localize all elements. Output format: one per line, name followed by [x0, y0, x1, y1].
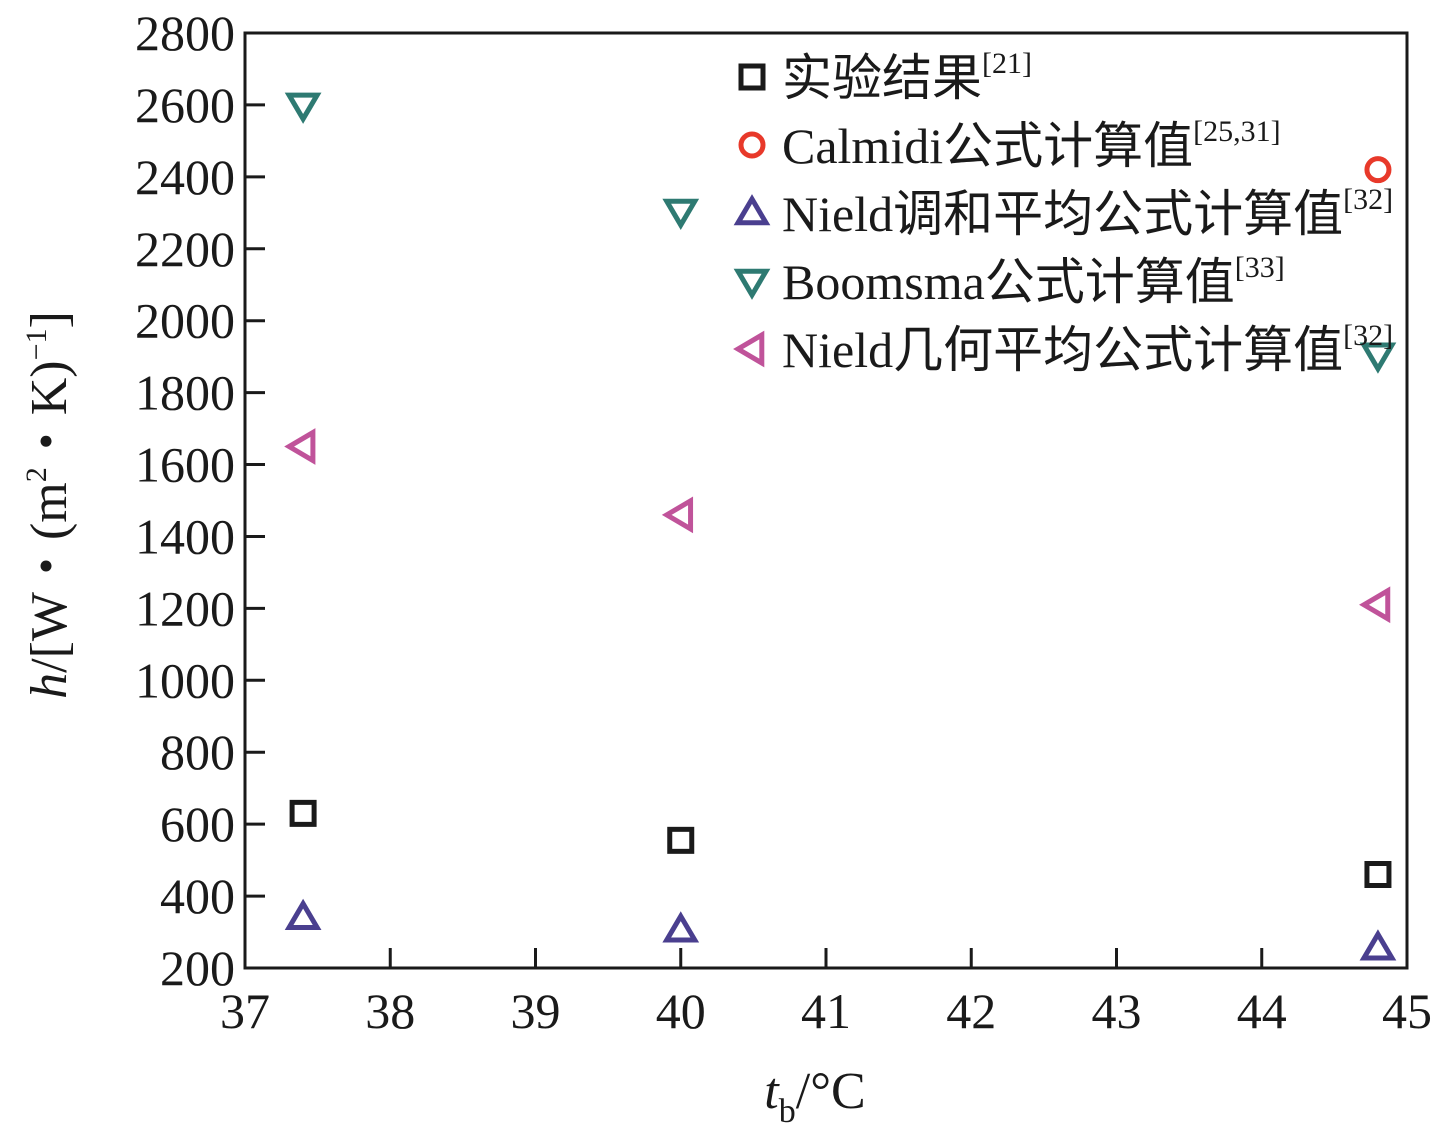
legend-label-5: Nield几何平均公式计算值[32] — [782, 319, 1393, 378]
data-point-series-2 — [1364, 156, 1392, 184]
data-point-series-4 — [662, 198, 700, 230]
x-axis-label: tb/°C — [764, 1063, 865, 1130]
data-point-series-3 — [662, 911, 700, 943]
y-tick-label: 2800 — [135, 5, 235, 61]
data-point-series-1 — [1364, 861, 1392, 888]
legend: 实验结果[21] Calmidi公式计算值[25,31] Nield调和平均公式计算… — [733, 47, 1393, 378]
data-point-series-1 — [289, 799, 317, 827]
y-tick-label: 2200 — [135, 221, 235, 277]
legend-label-3: Nield调和平均公式计算值[32] — [782, 183, 1393, 242]
legend-label-2: Calmidi公式计算值[25,31] — [782, 115, 1281, 174]
y-axis-label: h/[W・(m2・K)−1] — [20, 311, 78, 699]
y-axis-label-unit-a: /[W・(m — [21, 482, 78, 673]
x-tick-label: 43 — [1092, 983, 1142, 1039]
data-point-series-3 — [1359, 929, 1397, 961]
data-point-series-4 — [284, 92, 322, 124]
y-tick-label: 1600 — [135, 437, 235, 493]
x-tick-label: 37 — [220, 983, 270, 1039]
y-tick-label: 1000 — [135, 652, 235, 708]
y-tick-label: 200 — [160, 940, 235, 996]
y-tick-label: 1400 — [135, 508, 235, 564]
y-tick-label: 800 — [160, 724, 235, 780]
y-tick-label: 600 — [160, 796, 235, 852]
legend-marker-2 — [738, 131, 766, 159]
y-tick-label: 1200 — [135, 580, 235, 636]
x-axis-label-sub: b — [779, 1093, 796, 1130]
legend-marker-1 — [738, 63, 766, 91]
y-tick-label: 2000 — [135, 293, 235, 349]
x-axis-label-main: t — [764, 1063, 780, 1120]
y-axis-label-main: h — [21, 673, 78, 699]
y-axis-label-sup-a: 2 — [20, 467, 53, 482]
y-tick-label: 2600 — [135, 77, 235, 133]
legend-label-1: 实验结果[21] — [782, 47, 1032, 106]
data-point-series-1 — [667, 826, 695, 854]
x-tick-label: 39 — [511, 983, 561, 1039]
legend-label-4: Boomsma公式计算值[33] — [782, 251, 1285, 310]
x-tick-label: 38 — [365, 983, 415, 1039]
data-marks — [284, 92, 1397, 961]
x-tick-label: 44 — [1237, 983, 1287, 1039]
y-axis-label-sup-b: −1 — [20, 328, 53, 360]
y-tick-label: 400 — [160, 868, 235, 924]
data-point-series-3 — [284, 898, 322, 930]
y-tick-label: 2400 — [135, 149, 235, 205]
y-axis-label-unit-c: ] — [21, 311, 78, 328]
legend-marker-5 — [733, 330, 765, 368]
data-point-series-5 — [661, 496, 694, 534]
x-tick-label: 40 — [656, 983, 706, 1039]
x-tick-label: 45 — [1382, 983, 1432, 1039]
x-tick-label: 41 — [801, 983, 851, 1039]
data-point-series-4 — [1359, 342, 1397, 374]
x-tick-label: 42 — [946, 983, 996, 1039]
y-tick-label: 1800 — [135, 365, 235, 421]
data-point-series-5 — [284, 428, 316, 465]
data-point-series-5 — [1359, 586, 1391, 624]
legend-marker-4 — [733, 268, 771, 300]
y-axis-label-unit-b: ・K) — [21, 360, 78, 467]
axis-ticks: 37 38 39 40 41 42 43 44 45 200 400 600 800 1000 1200 14… — [135, 5, 1432, 1039]
legend-marker-3 — [733, 194, 771, 226]
x-axis-label-unit: /°C — [796, 1063, 866, 1120]
